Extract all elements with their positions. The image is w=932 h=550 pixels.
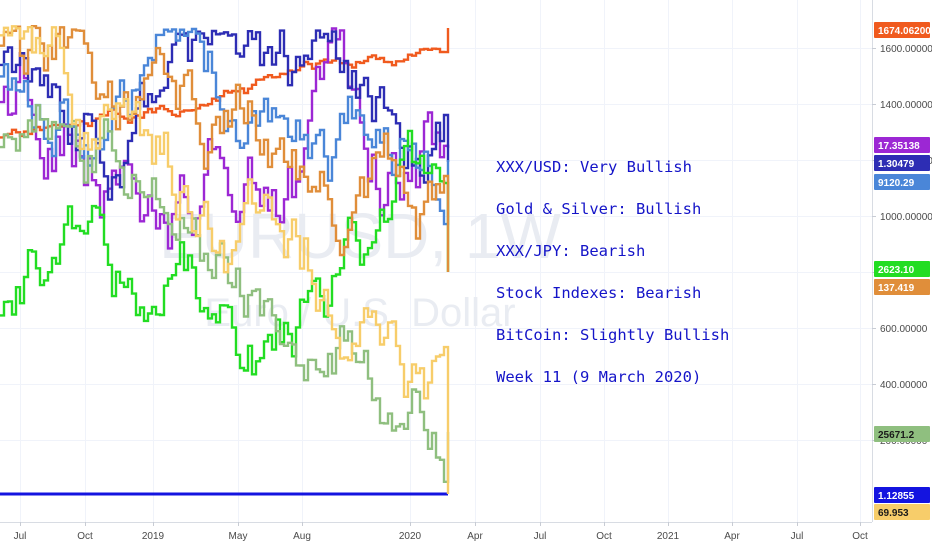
y-tick-label: 1400.00000 [880, 100, 932, 111]
price-badges: 1674.06200 17.35138 1.30479 9120.29 2623.10 1… [874, 22, 931, 520]
grid [0, 0, 872, 522]
series-line [0, 25, 450, 494]
price-badge-label: 1.30479 [878, 159, 915, 170]
price-badge-label: 25671.2 [878, 430, 915, 441]
annotation-text: XXX/JPY: Bearish [496, 242, 645, 260]
annotation-text: Week 11 (9 March 2020) [496, 368, 701, 386]
x-tick-label: Apr [724, 531, 740, 542]
price-badge: 17.35138 [874, 137, 930, 153]
price-badge-label: 2623.10 [878, 265, 915, 276]
series-line [0, 25, 450, 272]
annotation-text: BitCoin: Slightly Bullish [496, 326, 729, 344]
price-badge: 137.419 [874, 279, 930, 295]
price-badge-label: 69.953 [878, 508, 909, 519]
y-axis-ticks[interactable]: 1600.000001400.000001200.000001000.00000… [872, 44, 932, 447]
price-badge-bg [874, 137, 930, 153]
annotation-text: Stock Indexes: Bearish [496, 284, 701, 302]
x-tick-label: 2019 [142, 531, 165, 542]
x-tick-label: 2021 [657, 531, 680, 542]
price-badge: 1.30479 [874, 155, 930, 171]
series-line [0, 129, 450, 376]
annotations: XXX/USD: Very Bullish Gold & Silver: Bull… [496, 158, 729, 386]
annotation-text: XXX/USD: Very Bullish [496, 158, 692, 176]
x-tick-label: Jul [534, 531, 547, 542]
price-badge-label: 137.419 [878, 283, 915, 294]
x-tick-label: Apr [467, 531, 483, 542]
price-badge-bg [874, 174, 930, 190]
x-tick-label: May [229, 531, 248, 542]
price-badge: 69.953 [874, 504, 930, 520]
series-lines [0, 25, 450, 496]
price-badge-bg [874, 155, 930, 171]
price-badge-label: 17.35138 [878, 141, 920, 152]
y-tick-label: 1600.00000 [880, 44, 932, 55]
price-badge-label: 1674.06200 [878, 26, 931, 37]
x-tick-label: Oct [77, 531, 93, 542]
x-tick-label: Oct [852, 531, 868, 542]
x-axis-ticks[interactable]: Jul Oct 2019 May Aug 2020 Apr Jul Oct 2021 Apr Jul O… [14, 522, 868, 542]
price-badge-bg [874, 426, 930, 442]
price-badge: 2623.10 [874, 261, 930, 277]
x-tick-label: Aug [293, 531, 311, 542]
price-badge-bg [874, 261, 930, 277]
y-tick-label: 600.00000 [880, 324, 928, 335]
price-badge: 1674.06200 [874, 22, 931, 38]
y-tick-label: 1000.00000 [880, 212, 932, 223]
price-badge-bg [874, 279, 930, 295]
price-badge-bg [874, 504, 930, 520]
price-badge: 25671.2 [874, 426, 930, 442]
y-tick-label: 400.00000 [880, 380, 928, 391]
price-badge: 1.12855 [874, 487, 930, 503]
price-badge-bg [874, 487, 930, 503]
series-line [0, 27, 450, 250]
x-tick-label: Oct [596, 531, 612, 542]
price-badge-label: 1.12855 [878, 491, 915, 502]
x-tick-label: Jul [791, 531, 804, 542]
price-badge: 9120.29 [874, 174, 930, 190]
x-tick-label: Jul [14, 531, 27, 542]
x-tick-label: 2020 [399, 531, 422, 542]
price-badge-label: 9120.29 [878, 178, 915, 189]
annotation-text: Gold & Silver: Bullish [496, 200, 701, 218]
price-badge-bg [874, 22, 930, 38]
